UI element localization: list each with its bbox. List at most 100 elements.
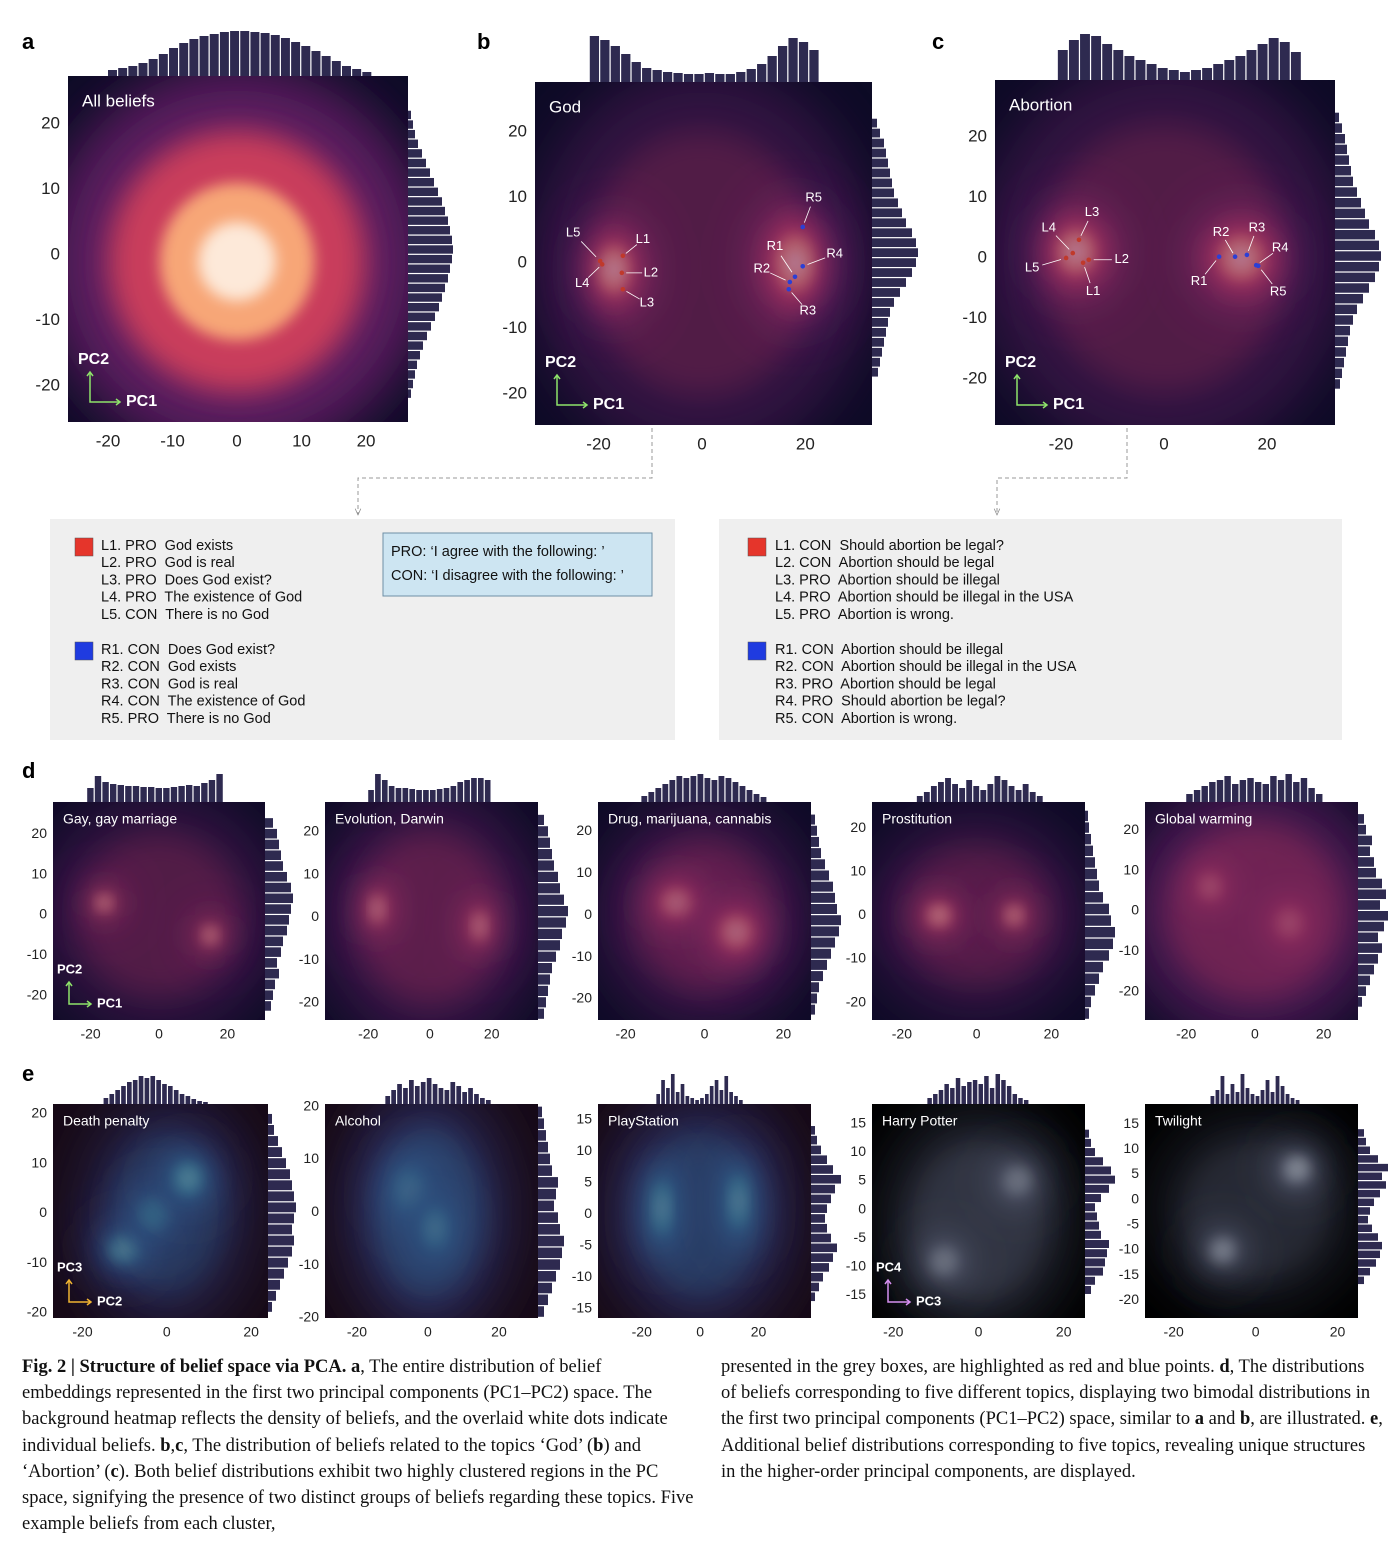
y-tick-label: 10 <box>850 862 866 878</box>
panel-letter: a <box>22 29 35 54</box>
histogram-bar <box>872 148 886 158</box>
legend-item: R1. CON Does God exist? <box>101 642 275 658</box>
axis-label: PC2 <box>97 1293 122 1308</box>
axis-label: PC2 <box>1005 354 1036 371</box>
histogram-bar <box>1335 155 1349 165</box>
y-tick-label: 0 <box>39 906 47 922</box>
histogram-bar <box>265 936 283 947</box>
legend-item: R3. CON God is real <box>101 676 238 692</box>
histogram-bar <box>1085 1258 1105 1267</box>
histogram-bar <box>429 790 436 802</box>
y-tick-label: 5 <box>858 1172 866 1188</box>
histogram-bar <box>265 893 293 904</box>
histogram-bar <box>697 774 704 802</box>
y-tick-label: -10 <box>846 950 866 966</box>
histogram-bar <box>739 786 746 802</box>
histogram-bar <box>1335 272 1375 283</box>
histogram-bar <box>704 73 715 82</box>
density-blob <box>910 1141 1047 1301</box>
histogram-bar <box>1335 251 1381 261</box>
legend-item: L1. PRO God exists <box>101 538 233 554</box>
histogram-bar <box>1085 1008 1089 1019</box>
histogram-bar <box>1254 782 1262 802</box>
histogram-bar <box>375 774 381 802</box>
density-blob <box>198 222 276 301</box>
histogram-bar <box>1280 1086 1285 1104</box>
histogram-bar <box>1358 932 1378 943</box>
histogram-bar <box>652 70 662 82</box>
histogram-bar <box>662 784 669 802</box>
histogram-bar <box>1085 880 1099 891</box>
y-tick-label: 10 <box>303 865 319 881</box>
y-tick-label: -10 <box>502 318 527 337</box>
histogram-bar <box>955 1078 961 1104</box>
histogram-bar <box>209 34 219 76</box>
histogram-bar <box>538 1271 556 1282</box>
histogram-bar <box>1335 261 1379 272</box>
histogram-bar <box>450 1082 456 1104</box>
histogram-bar <box>1085 973 1099 984</box>
point-label: R5 <box>805 189 822 204</box>
histogram-bar <box>538 883 560 894</box>
histogram-bar <box>872 188 894 198</box>
histogram-bar <box>416 790 422 802</box>
histogram-bar <box>811 1194 831 1204</box>
heatmap <box>872 802 1085 1020</box>
histogram-bar <box>538 917 566 928</box>
x-tick-label: 20 <box>776 1026 792 1042</box>
histogram-bar <box>109 1094 115 1104</box>
histogram-bar <box>811 1282 819 1292</box>
y-tick-label: 20 <box>31 1105 47 1121</box>
caption-run: e <box>1369 1409 1379 1430</box>
x-tick-label: 20 <box>1044 1026 1060 1042</box>
histogram-bar <box>973 786 980 802</box>
histogram-bar <box>1358 814 1364 824</box>
histogram-bar <box>265 871 287 882</box>
density-blob <box>901 845 1052 986</box>
point-label: L2 <box>644 264 658 279</box>
histogram-bar <box>408 206 445 216</box>
histogram-bar <box>811 1233 831 1243</box>
panel-title: Drug, marijuana, cannabis <box>608 811 771 827</box>
legend-item: L3. PRO Abortion should be illegal <box>775 572 1000 588</box>
belief-point <box>597 258 603 264</box>
histogram-bar <box>230 31 240 76</box>
histogram-bar <box>1358 911 1388 921</box>
histogram-bar <box>1201 786 1208 802</box>
histogram-bar <box>1358 1241 1382 1250</box>
panel-title: Twilight <box>1155 1113 1202 1129</box>
histogram-bar <box>409 1080 414 1104</box>
histogram-bar <box>352 69 362 76</box>
arrow-head <box>65 1278 93 1306</box>
belief-point <box>800 224 806 230</box>
belief-point <box>1076 237 1082 243</box>
x-tick-label: 20 <box>484 1026 500 1042</box>
histogram-bar <box>600 40 610 82</box>
histogram-bar <box>457 782 464 802</box>
histogram-bar <box>1290 52 1301 80</box>
histogram-bar <box>676 776 683 802</box>
x-tick-label: -20 <box>347 1324 367 1340</box>
y-tick-label: -10 <box>299 1256 319 1272</box>
histogram-bar <box>1358 943 1382 953</box>
histogram-bar <box>538 1259 560 1270</box>
histogram-bar <box>811 814 815 825</box>
belief-point <box>1232 254 1238 260</box>
y-tick-label: -10 <box>27 1254 47 1270</box>
point-label: L1 <box>1086 283 1100 298</box>
histogram-bar <box>1358 1189 1380 1198</box>
heatmap <box>68 76 408 422</box>
histogram-bar <box>265 915 289 925</box>
histogram-bar <box>1239 780 1247 802</box>
panel-title: PlayStation <box>608 1113 679 1129</box>
histogram-bar <box>408 129 415 139</box>
histogram-bar <box>265 1001 271 1011</box>
histogram-bar <box>811 993 817 1004</box>
legend-item: R2. CON God exists <box>101 659 236 675</box>
histogram-bar <box>538 1235 564 1247</box>
histogram-bar <box>408 226 450 235</box>
x-tick-label: 20 <box>1056 1324 1072 1340</box>
density-blob <box>355 831 505 1003</box>
histogram-bar <box>408 389 411 398</box>
x-tick-label: 20 <box>357 431 376 450</box>
